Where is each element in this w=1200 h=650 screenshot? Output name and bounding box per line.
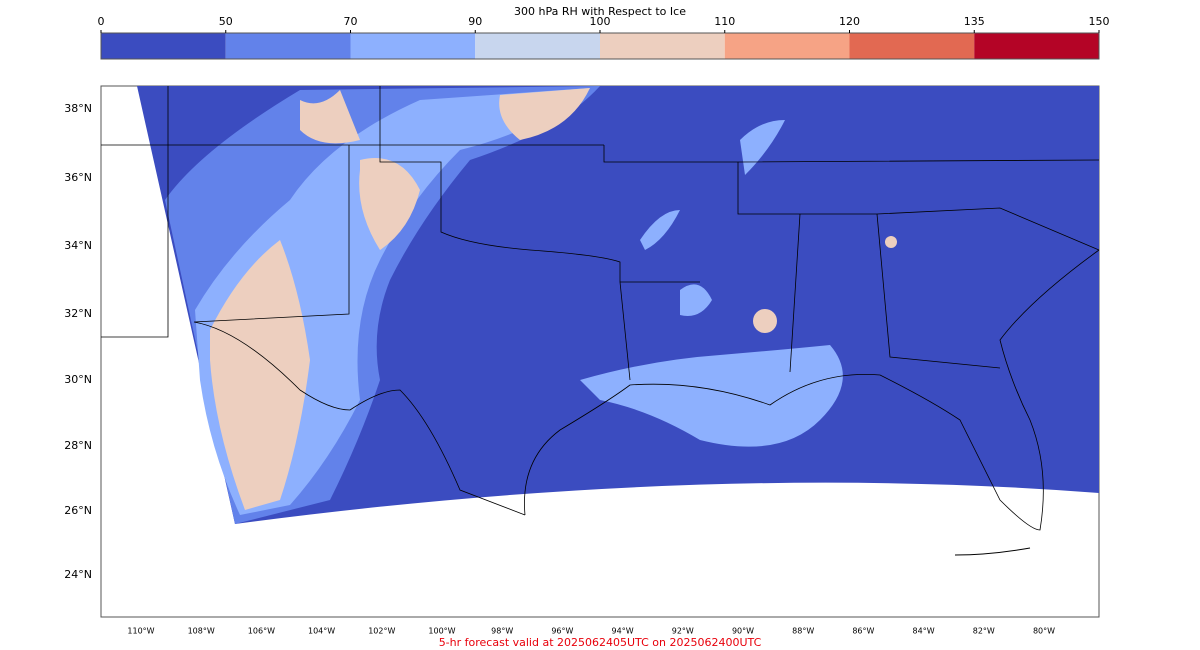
colorbar-segment: [849, 33, 975, 59]
rh-contour: [753, 309, 777, 333]
colorbar-tick-label: 135: [964, 15, 985, 28]
colorbar-segment: [724, 33, 850, 59]
colorbar-tick-label: 50: [219, 15, 233, 28]
lon-label: 92°W: [672, 627, 694, 636]
lat-labels: 38°N 36°N 34°N 32°N 30°N 28°N 26°N 24°N: [64, 102, 92, 581]
lat-label: 36°N: [64, 171, 92, 184]
lon-label: 90°W: [732, 627, 754, 636]
keys: [954, 547, 1031, 556]
colorbar-segment: [225, 33, 351, 59]
lon-label: 88°W: [792, 627, 814, 636]
lon-label: 80°W: [1033, 627, 1055, 636]
lon-label: 86°W: [852, 627, 874, 636]
colorbar-title: 300 hPa RH with Respect to Ice: [514, 5, 686, 18]
rh-contour: [580, 120, 843, 447]
colorbar-tick-label: 70: [344, 15, 358, 28]
lon-label: 98°W: [491, 627, 513, 636]
lat-label: 32°N: [64, 307, 92, 320]
lat-label: 38°N: [64, 102, 92, 115]
lat-label: 24°N: [64, 568, 92, 581]
rh-contour: [210, 88, 590, 510]
lon-label: 94°W: [612, 627, 634, 636]
colorbar-tick-label: 120: [839, 15, 860, 28]
colorbar-segment: [475, 33, 600, 59]
lon-label: 96°W: [551, 627, 573, 636]
colorbar-tick-label: 100: [590, 15, 611, 28]
lon-label: 108°W: [188, 627, 215, 636]
lon-label: 106°W: [248, 627, 275, 636]
colorbar-segment: [600, 33, 725, 59]
lon-label: 104°W: [308, 627, 335, 636]
lon-label: 102°W: [368, 627, 395, 636]
lat-label: 30°N: [64, 373, 92, 386]
boundaries: [101, 86, 1100, 531]
lat-label: 28°N: [64, 439, 92, 452]
lat-label: 34°N: [64, 239, 92, 252]
colorbar-tick-label: 150: [1089, 15, 1110, 28]
lat-label: 26°N: [64, 504, 92, 517]
colorbar-tick-label: 110: [714, 15, 735, 28]
colorbar-segment: [101, 33, 226, 59]
colorbar-segment: [350, 33, 476, 59]
lon-label: 110°W: [127, 627, 154, 636]
colorbar-segment: [974, 33, 1099, 59]
map: [100, 85, 1100, 618]
lon-label: 84°W: [913, 627, 935, 636]
forecast-caption: 5-hr forecast valid at 2025062405UTC on …: [439, 636, 762, 649]
colorbar: 0 50 70 90 100 110 120 135 150: [98, 15, 1110, 60]
colorbar-tick-label: 0: [98, 15, 105, 28]
colorbar-tick-label: 90: [468, 15, 482, 28]
lon-label: 82°W: [973, 627, 995, 636]
lon-labels: 110°W 108°W 106°W 104°W 102°W 100°W 98°W 96°W 94…: [127, 627, 1055, 636]
lon-label: 100°W: [428, 627, 455, 636]
rh-contour: [885, 236, 897, 248]
